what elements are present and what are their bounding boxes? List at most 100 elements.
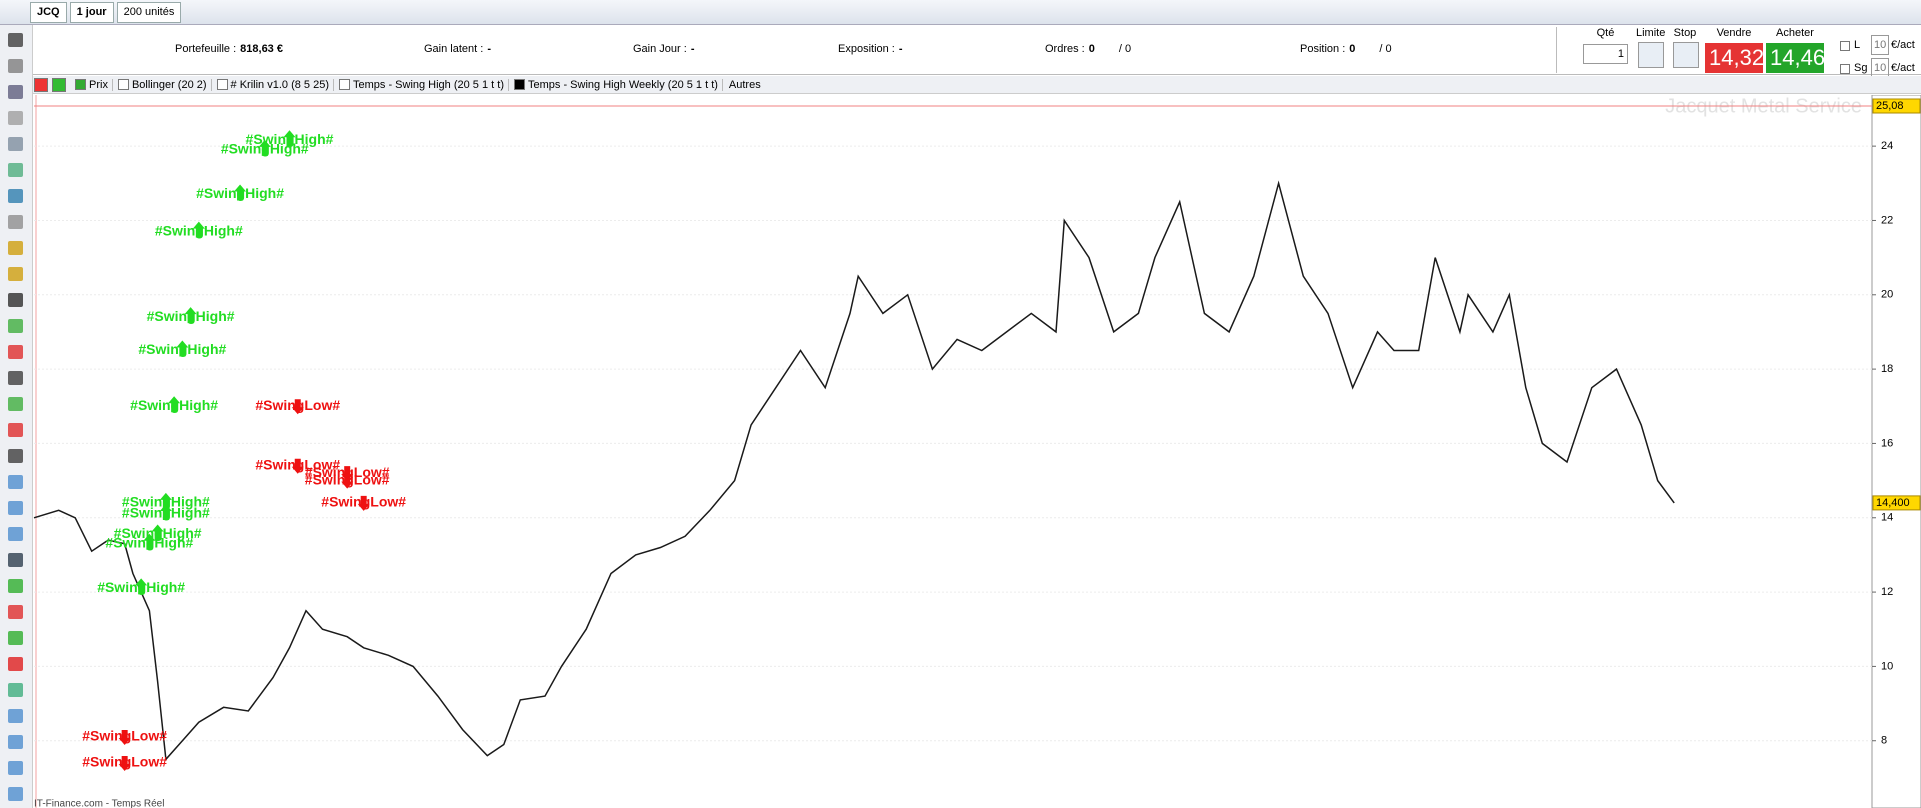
info-value: -: [690, 43, 695, 55]
tool-icon[interactable]: [8, 163, 23, 177]
units[interactable]: 200 unités: [116, 1, 182, 23]
price-axis: [1871, 95, 1921, 808]
indicator-checkbox[interactable]: [338, 79, 350, 90]
indicator-bar: Prix Bollinger (20 2) # Krilin v1.0 (8 5 2…: [0, 76, 1921, 94]
tool-icon[interactable]: [8, 33, 23, 47]
info-label: Ordres :: [1045, 43, 1085, 55]
unit-label: €/act: [1891, 39, 1915, 51]
swing-arrow: [151, 524, 164, 541]
tool-icon[interactable]: [8, 553, 23, 567]
tool-icon[interactable]: [8, 657, 23, 671]
tool-icon[interactable]: [8, 787, 23, 801]
swing-arrow: [159, 492, 172, 509]
info-label: Position :: [1300, 43, 1346, 55]
indicator-checkbox[interactable]: [117, 79, 129, 90]
info-bar: Portefeuille :818,63 € Gain latent : - Gain…: [0, 25, 1921, 78]
swing-arrow: [184, 307, 197, 324]
symbol[interactable]: JCQ: [30, 1, 67, 23]
y-tick-label: 22: [1881, 214, 1893, 226]
swing-arrow: [291, 458, 304, 474]
info-value: 818,63 €: [240, 43, 283, 55]
top-toolbar: JCQ 1 jour 200 unités: [0, 0, 1921, 25]
indicator-checkbox[interactable]: [514, 79, 525, 90]
tool-icon[interactable]: [8, 59, 23, 73]
tool-icon[interactable]: [8, 579, 23, 593]
period[interactable]: 1 jour: [69, 1, 114, 23]
checkbox[interactable]: [1840, 41, 1850, 51]
info-value: -: [487, 43, 491, 55]
sell-label: Vendre: [1716, 27, 1752, 39]
tool-icon[interactable]: [8, 267, 23, 281]
info-item: Portefeuille :818,63 €: [175, 43, 283, 55]
tool-icon[interactable]: [8, 371, 23, 385]
buy-label: Acheter: [1776, 27, 1814, 39]
info-item: Gain latent :-: [424, 43, 491, 55]
tool-icon[interactable]: [8, 423, 23, 437]
drawing-tools: [0, 25, 33, 808]
tool-icon[interactable]: [8, 215, 23, 229]
checkbox-label: Sg: [1854, 62, 1868, 74]
tool-icon[interactable]: [8, 605, 23, 619]
info-value: 0: [1349, 43, 1356, 55]
indicator-label[interactable]: Prix: [89, 78, 113, 91]
tool-icon[interactable]: [8, 501, 23, 515]
y-tick-label: 10: [1881, 660, 1893, 672]
checkbox[interactable]: [1840, 64, 1850, 74]
source-label: IT-Finance.com - Temps Réel: [34, 799, 164, 808]
tool-icon[interactable]: [8, 631, 23, 645]
buy-button[interactable]: 14,460: [1766, 43, 1837, 73]
plot-area: [34, 95, 1872, 808]
indicator-label[interactable]: Temps - Swing High Weekly (20 5 1 t t): [528, 78, 723, 91]
info-item: Position :0 / 0: [1300, 43, 1392, 55]
tool-icon[interactable]: [8, 293, 23, 307]
tool-icon[interactable]: [8, 475, 23, 489]
stop-button[interactable]: [1673, 42, 1699, 68]
indicator-checkbox[interactable]: [75, 79, 86, 90]
qty-label: Qté: [1596, 27, 1615, 39]
sell-button[interactable]: 14,320: [1705, 43, 1776, 73]
others-button[interactable]: Autres: [728, 78, 761, 91]
swing-arrow: [341, 473, 354, 489]
swing-arrow: [135, 578, 148, 595]
indicator-label[interactable]: Bollinger (20 2): [132, 78, 212, 91]
stop-label: Stop: [1673, 27, 1697, 39]
limit-button[interactable]: [1638, 42, 1664, 68]
tool-icon[interactable]: [8, 111, 23, 125]
tool-icon[interactable]: [8, 683, 23, 697]
last-price-label: 14,400: [1876, 497, 1910, 509]
tool-icon[interactable]: [8, 345, 23, 359]
info-label: Gain Jour :: [633, 43, 687, 55]
tool-icon[interactable]: [8, 189, 23, 203]
swing-arrow: [118, 756, 131, 772]
y-tick-label: 16: [1881, 437, 1893, 449]
price-line: [33, 180, 1675, 762]
value-input[interactable]: 10: [1871, 58, 1889, 78]
swing-arrow: [258, 139, 271, 156]
tool-icon[interactable]: [8, 761, 23, 775]
indicator-label[interactable]: Temps - Swing High (20 5 1 t t): [353, 78, 509, 91]
tool-icon[interactable]: [8, 449, 23, 463]
tool-icon[interactable]: [8, 735, 23, 749]
info-label: Gain latent :: [424, 43, 484, 55]
tool-icon[interactable]: [8, 85, 23, 99]
tool-icon[interactable]: [8, 397, 23, 411]
last-price-box: [1872, 495, 1921, 511]
tool-icon[interactable]: [8, 709, 23, 723]
panel-sep: [1556, 27, 1557, 73]
info-label: Portefeuille :: [175, 43, 237, 55]
value-input[interactable]: 10: [1871, 35, 1889, 55]
swing-arrow: [143, 533, 156, 550]
tool-icon[interactable]: [8, 241, 23, 255]
tool-icon[interactable]: [8, 137, 23, 151]
tool-icon[interactable]: [8, 527, 23, 541]
info-value: -: [898, 43, 903, 55]
top-marker-box: [1872, 98, 1921, 114]
indicator-checkbox[interactable]: [216, 79, 228, 90]
swing-arrow: [291, 399, 304, 415]
swing-arrow: [168, 396, 181, 413]
y-tick-label: 14: [1881, 512, 1893, 524]
qty-input[interactable]: 1: [1583, 44, 1628, 64]
tool-icon[interactable]: [8, 319, 23, 333]
indicator-label[interactable]: # Krilin v1.0 (8 5 25): [231, 78, 334, 91]
